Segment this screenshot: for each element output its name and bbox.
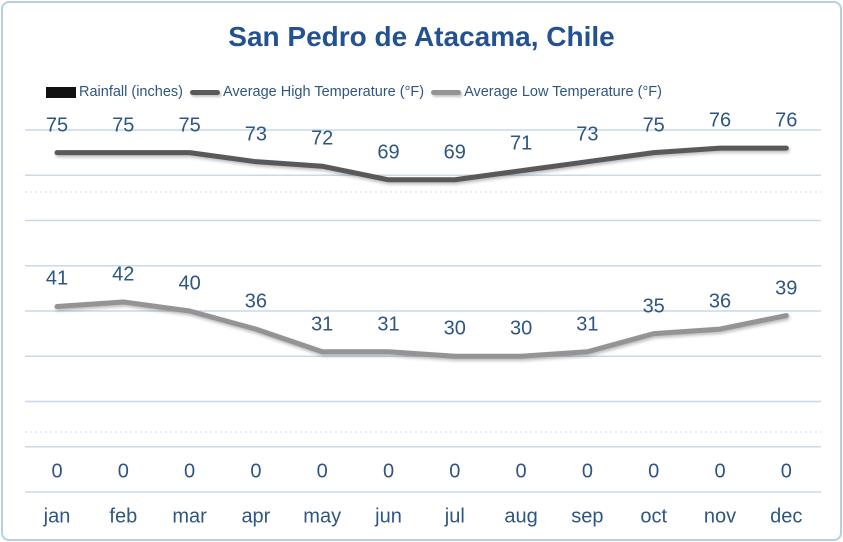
low-temp-data-label: 36: [708, 290, 732, 313]
high-temp-data-label: 76: [775, 109, 798, 132]
rainfall-data-label: 0: [250, 460, 262, 483]
month-label: aug: [504, 505, 538, 528]
high-temp-line-swatch-icon: [189, 89, 220, 95]
low-temp-data-label: 40: [178, 272, 201, 295]
high-temp-data-label: 69: [443, 141, 466, 164]
rainfall-swatch-icon: [46, 86, 76, 98]
high-temp-data-label: 69: [377, 141, 400, 164]
rainfall-data-label: 0: [648, 460, 660, 483]
low-temp-data-label: 39: [775, 277, 798, 300]
legend-item-high-temp: Average High Temperature (°F): [189, 84, 425, 100]
high-temp-data-label: 73: [244, 123, 268, 146]
legend-item-rainfall: Rainfall (inches): [46, 84, 183, 100]
low-temp-data-label: 36: [244, 290, 268, 313]
high-temp-line: [54, 145, 789, 183]
low-temp-data-label: 31: [311, 313, 334, 336]
legend-label-high-temp: Average High Temperature (°F): [222, 84, 425, 100]
month-label: oct: [640, 505, 668, 528]
rainfall-data-label: 0: [714, 460, 726, 483]
month-label: nov: [703, 505, 737, 528]
low-temp-data-label: 30: [443, 317, 466, 340]
high-temp-data-label: 73: [576, 123, 599, 146]
month-label: sep: [571, 505, 604, 528]
rainfall-data-label: 0: [449, 460, 461, 483]
rainfall-data-label: 0: [780, 460, 792, 483]
rainfall-data-label: 0: [316, 460, 328, 483]
high-temp-data-label: 72: [311, 127, 334, 150]
legend: Rainfall (inches) Average High Temperatu…: [46, 83, 662, 101]
low-temp-line: [54, 299, 789, 359]
month-label: jan: [43, 505, 71, 528]
high-temp-data-label: 75: [178, 114, 201, 137]
low-temp-data-label: 42: [112, 263, 135, 286]
rainfall-data-label: 0: [184, 460, 196, 483]
month-label: feb: [109, 505, 138, 528]
legend-label-low-temp: Average Low Temperature (°F): [464, 84, 662, 100]
rainfall-data-label: 0: [51, 460, 63, 483]
rainfall-data-label: 0: [581, 460, 593, 483]
chart-title: San Pedro de Atacama, Chile: [228, 21, 615, 52]
low-temp-line-swatch-icon: [431, 89, 462, 95]
high-temp-data-label: 75: [112, 114, 135, 137]
legend-label-rainfall: Rainfall (inches): [79, 84, 183, 100]
low-temp-data-label: 31: [576, 313, 599, 336]
low-temp-data-label: 41: [45, 267, 69, 290]
high-temp-data-label: 75: [642, 114, 665, 137]
low-temp-data-label: 35: [642, 295, 665, 318]
rainfall-data-label: 0: [515, 460, 527, 483]
low-temp-data-label: 31: [377, 313, 400, 336]
month-label: may: [303, 505, 342, 528]
month-label: apr: [241, 505, 271, 528]
month-label: jun: [375, 505, 402, 528]
low-temp-data-label: 30: [509, 317, 533, 340]
month-label: jul: [444, 505, 465, 528]
month-label: dec: [770, 505, 803, 528]
high-temp-data-label: 75: [45, 114, 69, 137]
high-temp-data-label: 76: [708, 109, 732, 132]
legend-item-low-temp: Average Low Temperature (°F): [431, 84, 662, 100]
high-temp-data-label: 71: [509, 132, 533, 155]
rainfall-data-label: 0: [382, 460, 395, 483]
month-label: mar: [172, 505, 207, 528]
rainfall-data-label: 0: [117, 460, 129, 483]
